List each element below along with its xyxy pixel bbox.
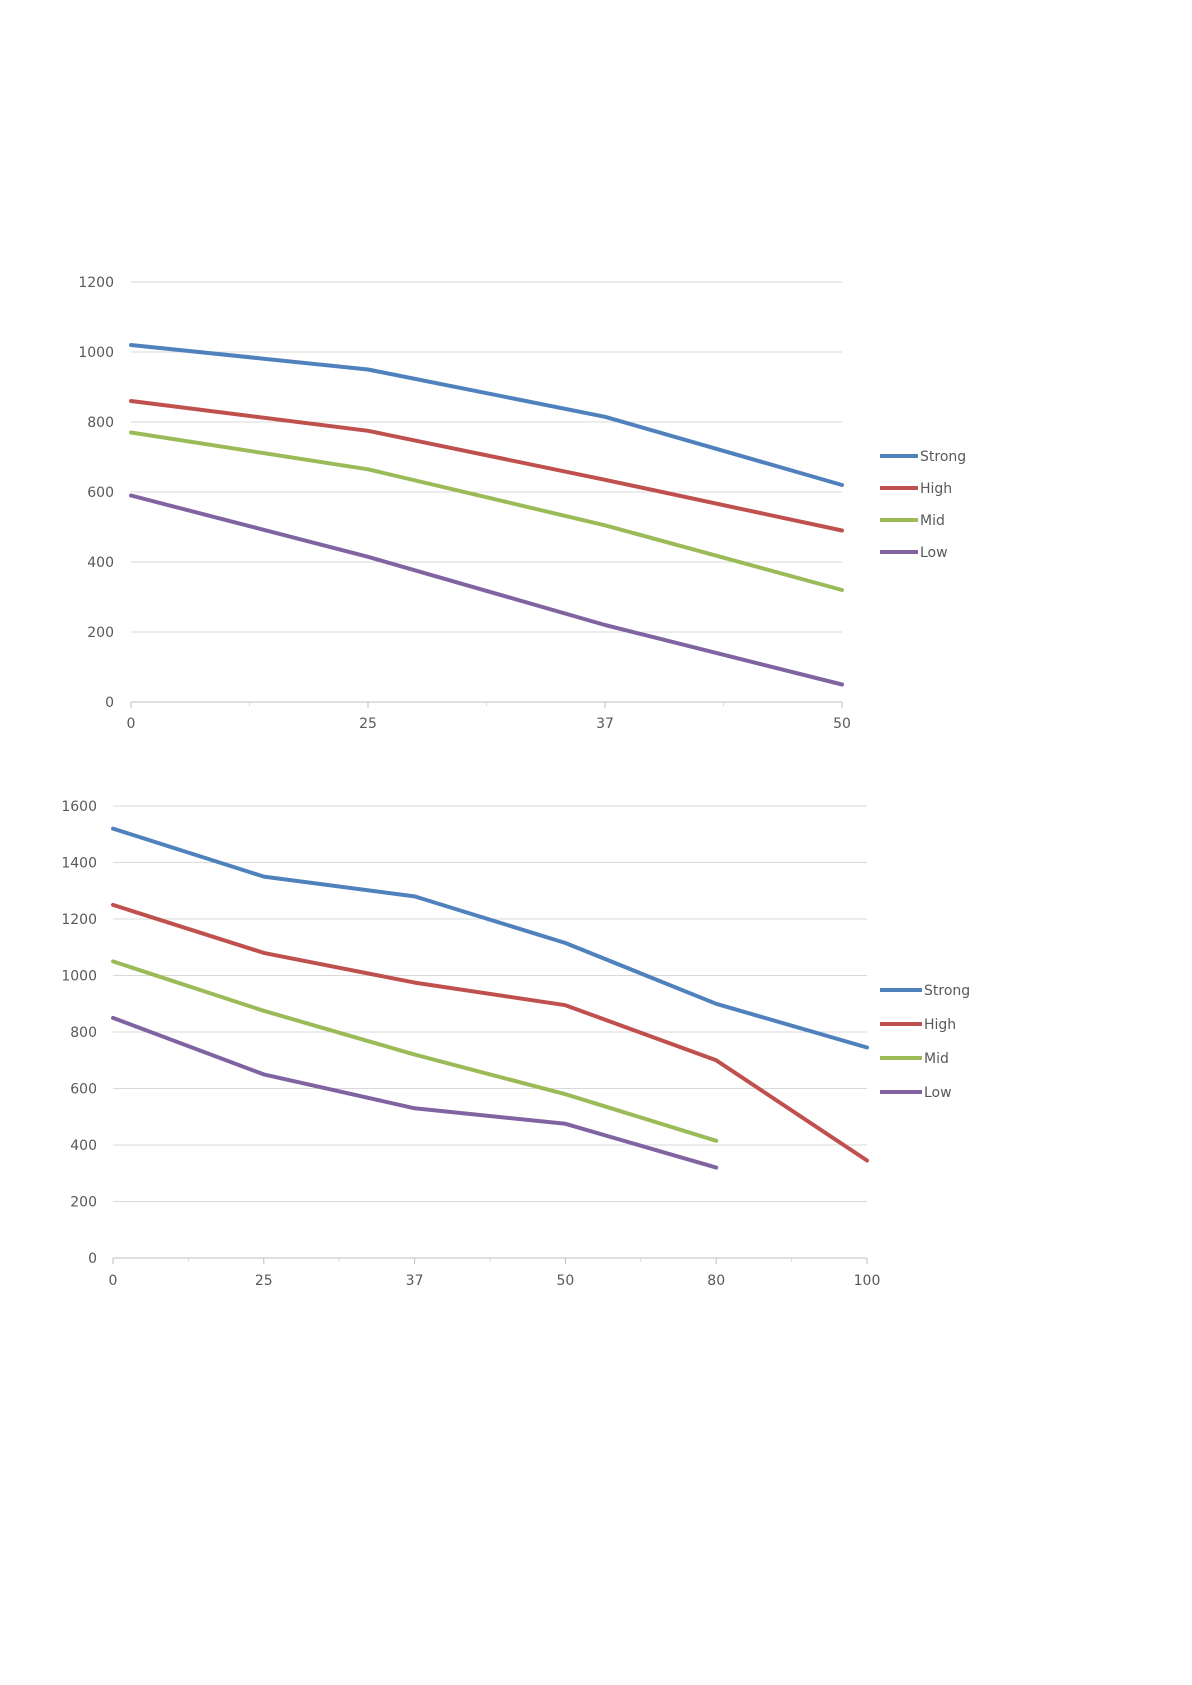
y-tick-label: 200	[87, 625, 114, 641]
y-tick-label: 1200	[61, 912, 97, 928]
y-tick-label: 400	[70, 1138, 97, 1154]
legend-label-strong: Strong	[924, 983, 970, 999]
x-tick-label: 50	[556, 1273, 574, 1289]
series-line-strong	[111, 826, 869, 1050]
legend-label-mid: Mid	[924, 1051, 949, 1067]
series-line-strong	[129, 343, 844, 487]
series-line-low	[111, 1015, 719, 1170]
series-line-low	[129, 493, 844, 687]
legend-label-high: High	[924, 1017, 956, 1033]
series-line-high	[129, 399, 844, 533]
series-line-high	[111, 902, 869, 1163]
chart-1: 0 200 400 600 800 1000 1200 0 25 37 50 Strong High Mi…	[78, 275, 966, 732]
y-tick-label: 400	[87, 555, 114, 571]
x-tick-label: 0	[127, 716, 136, 732]
y-tick-label: 1200	[78, 275, 114, 291]
y-tick-label: 600	[70, 1082, 97, 1098]
y-tick-label: 1400	[61, 856, 97, 872]
x-tick-label: 50	[833, 716, 851, 732]
y-tick-label: 200	[70, 1195, 97, 1211]
x-tick-label: 37	[596, 716, 614, 732]
legend-label-strong: Strong	[920, 449, 966, 465]
y-tick-label: 0	[88, 1251, 97, 1267]
y-tick-label: 0	[105, 695, 114, 711]
x-tick-label: 0	[109, 1273, 118, 1289]
x-tick-label: 25	[359, 716, 377, 732]
y-tick-label: 600	[87, 485, 114, 501]
legend-label-high: High	[920, 481, 952, 497]
series-line-mid	[111, 959, 719, 1143]
legend: Strong High Mid Low	[880, 449, 966, 561]
y-tick-label: 800	[70, 1025, 97, 1041]
legend-label-low: Low	[920, 545, 948, 561]
chart-2: 0 200 400 600 800 1000 1200 1400 1600 0 25 37 50 80 10…	[61, 799, 970, 1289]
y-tick-label: 1000	[78, 345, 114, 361]
x-tick-label: 25	[255, 1273, 273, 1289]
y-tick-label: 1000	[61, 969, 97, 985]
legend-label-mid: Mid	[920, 513, 945, 529]
legend-label-low: Low	[924, 1085, 952, 1101]
legend: Strong High Mid Low	[880, 983, 970, 1101]
x-tick-label: 100	[854, 1273, 881, 1289]
y-tick-label: 1600	[61, 799, 97, 815]
x-tick-label: 37	[406, 1273, 424, 1289]
x-tick-label: 80	[707, 1273, 725, 1289]
y-tick-label: 800	[87, 415, 114, 431]
series-line-mid	[129, 430, 844, 592]
